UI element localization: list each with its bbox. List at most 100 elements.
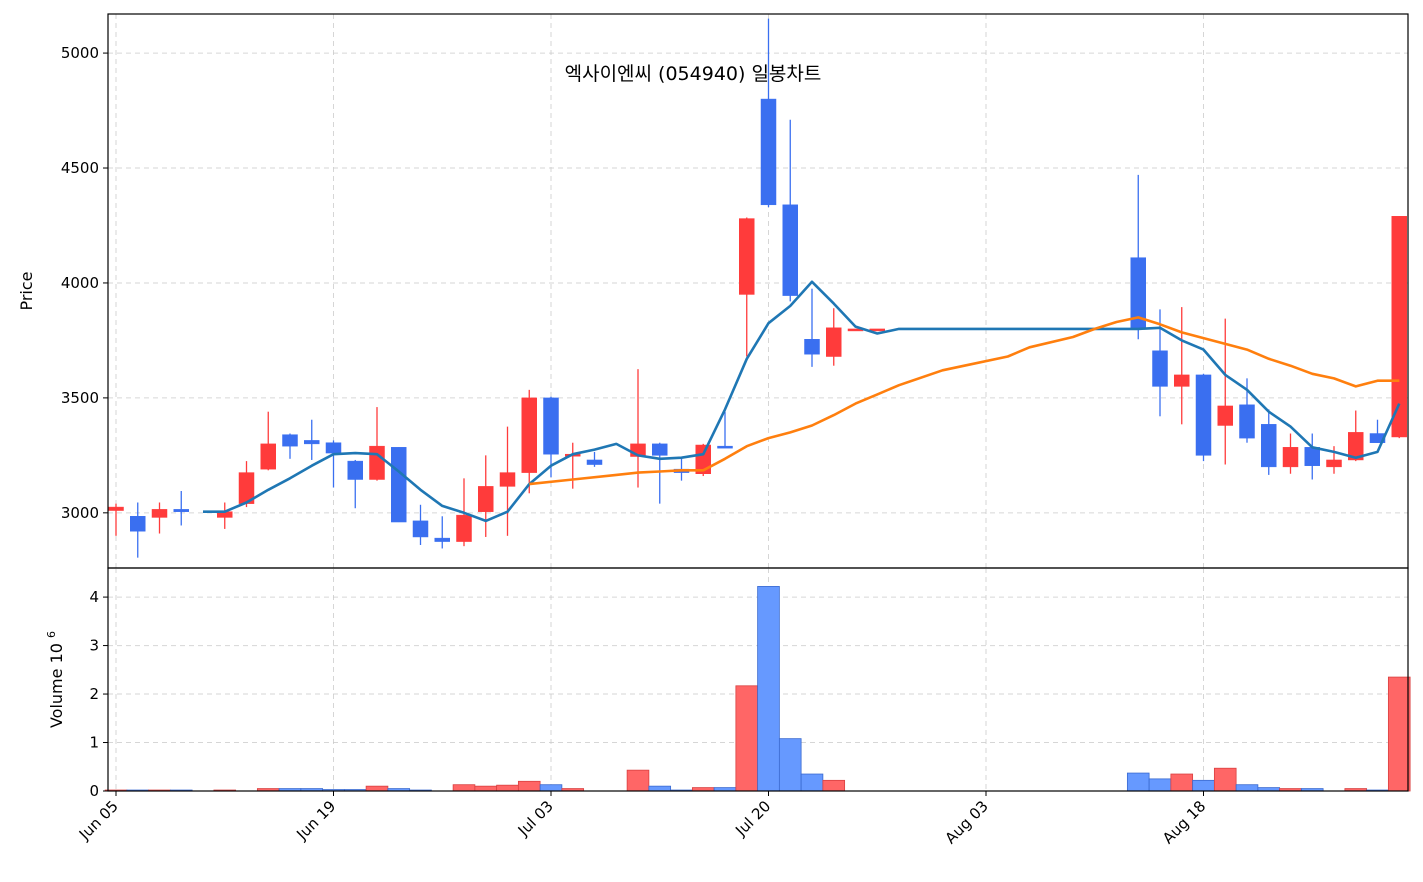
volume-axis-label: Volume 10 6 <box>45 631 66 728</box>
price-tick-label: 4500 <box>61 159 99 177</box>
candlestick <box>217 502 233 529</box>
candle-body <box>456 514 472 542</box>
x-tick-label: Aug 18 <box>1159 797 1209 847</box>
volume-bar <box>1126 772 1150 792</box>
candlestick <box>369 407 385 481</box>
candlestick <box>108 503 124 536</box>
x-axis-ticks: Jun 05 Jun 19 Jul 03 Jul 20 Aug 03 Aug 18 <box>75 791 1209 847</box>
candlestick <box>325 440 342 488</box>
candlestick <box>586 451 603 467</box>
ma-short-line <box>203 280 1401 523</box>
volume-tick-label: 2 <box>89 685 99 703</box>
volume-bar <box>1170 773 1194 792</box>
candle-body <box>760 98 777 206</box>
candle-body <box>739 218 755 295</box>
candlestick <box>1174 307 1190 425</box>
candle-body <box>717 445 733 449</box>
price-y-axis-ticks: 3000 3500 4000 4500 5000 <box>61 44 108 522</box>
price-panel-frame <box>107 13 1409 569</box>
candlestick <box>260 411 276 471</box>
price-tick-label: 4000 <box>61 274 99 292</box>
volume-tick-label: 0 <box>89 782 99 800</box>
candlestick <box>717 411 733 449</box>
candle-body <box>1195 374 1212 456</box>
candlestick <box>304 419 320 460</box>
candlestick <box>543 396 559 478</box>
candle-body <box>304 440 320 445</box>
candlestick <box>347 459 363 509</box>
candle-body <box>173 509 189 512</box>
candlestick <box>782 119 798 302</box>
chart-title: 엑사이엔씨 (054940) 일봉차트 <box>565 63 822 85</box>
candlestick <box>1239 378 1255 443</box>
price-tick-label: 3500 <box>61 389 99 407</box>
volume-panel-frame <box>107 567 1409 792</box>
candlestick <box>1348 410 1364 462</box>
candle-body <box>543 397 559 455</box>
candle-body <box>499 472 516 487</box>
candlestick <box>804 288 820 367</box>
candlestick <box>739 217 755 357</box>
candle-body <box>130 516 146 532</box>
volume-bar <box>496 784 519 792</box>
candle-body <box>325 442 342 454</box>
candle-body <box>1217 405 1233 426</box>
candlestick <box>1130 174 1146 340</box>
price-panel: 3000 3500 4000 4500 5000 엑사이엔씨 (054940) 일봉차트… <box>17 13 1409 569</box>
volume-bar <box>474 785 498 792</box>
volume-bar <box>1387 676 1411 792</box>
candlestick <box>282 433 298 459</box>
candlestick <box>173 490 189 526</box>
candle-body <box>391 447 407 523</box>
candle-body <box>521 397 537 473</box>
price-candles <box>108 18 1407 558</box>
volume-axis-label-text: Volume <box>47 669 66 729</box>
volume-bar <box>757 586 780 792</box>
volume-tick-label: 3 <box>89 637 99 655</box>
ma-long-line <box>529 316 1400 486</box>
x-tick-label: Jul 03 <box>514 797 557 840</box>
x-tick-label: Jun 05 <box>75 797 122 844</box>
x-tick-label: Aug 03 <box>942 797 992 847</box>
candle-body <box>1326 459 1342 468</box>
candlestick <box>478 455 494 537</box>
volume-bar <box>822 779 846 792</box>
volume-bar <box>778 738 802 792</box>
candlestick <box>630 369 646 488</box>
candlestick <box>673 456 690 481</box>
volume-tick-label: 1 <box>89 734 99 752</box>
candle-body <box>782 204 798 296</box>
candle-body <box>347 460 363 480</box>
candle-body <box>369 445 385 480</box>
price-tick-label: 5000 <box>61 44 99 62</box>
candle-body <box>1348 432 1364 461</box>
volume-axis-label-base: 10 <box>47 643 66 663</box>
volume-bar <box>1148 778 1172 792</box>
x-tick-label: Jun 19 <box>292 797 339 844</box>
candlestick <box>521 389 537 494</box>
candlestick <box>434 516 450 549</box>
candle-body <box>282 434 298 447</box>
volume-bar <box>735 685 759 792</box>
volume-bars <box>104 586 1411 792</box>
candlestick <box>238 461 255 508</box>
candlestick <box>1217 318 1233 465</box>
candlestick <box>1195 373 1212 462</box>
candle-body <box>826 327 842 357</box>
candle-body <box>1152 350 1168 387</box>
volume-bar <box>539 784 563 792</box>
price-axis-label: Price <box>17 271 36 310</box>
candle-body <box>652 443 668 456</box>
moving-average-lines <box>203 280 1401 523</box>
candlestick <box>130 502 146 558</box>
candlestick <box>760 18 777 208</box>
candlestick <box>826 308 842 366</box>
volume-panel: 0 1 2 3 4 Volume 10 6 Jun 05 Jun 19 Jul 03 Jul … <box>45 567 1411 847</box>
volume-bar <box>648 785 672 792</box>
candlestick <box>499 426 516 536</box>
price-tick-label: 3000 <box>61 504 99 522</box>
volume-y-axis-ticks: 0 1 2 3 4 <box>89 588 108 800</box>
volume-tick-label: 4 <box>89 588 99 606</box>
candle-body <box>1282 447 1299 468</box>
